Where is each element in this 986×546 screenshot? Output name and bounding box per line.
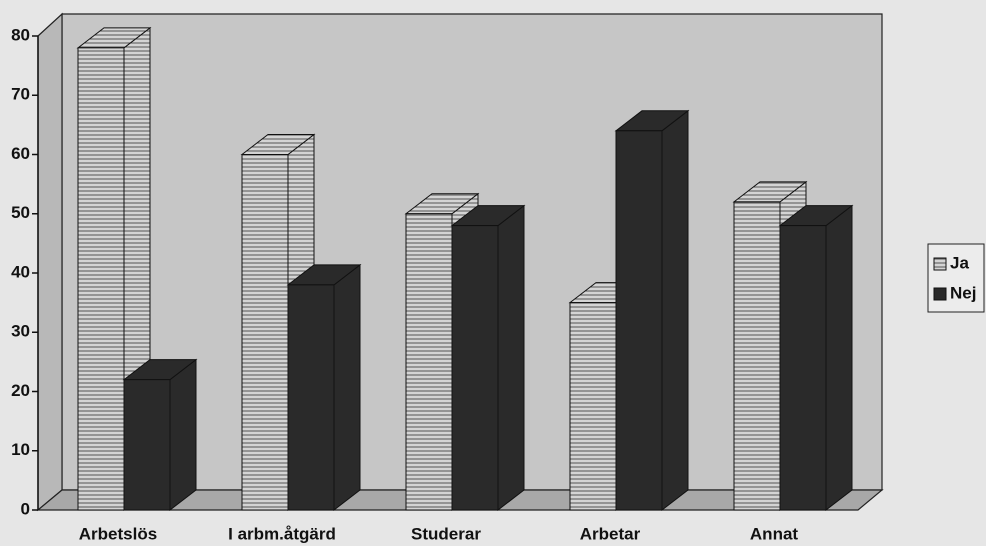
bar <box>286 263 362 512</box>
bar-front <box>451 225 499 511</box>
x-tick-label: Annat <box>750 524 799 543</box>
bar-side <box>497 204 525 512</box>
bar <box>614 109 690 512</box>
bar-front <box>287 284 335 511</box>
bar <box>450 204 526 512</box>
y-tick-label: 40 <box>11 262 30 281</box>
legend-box <box>927 243 985 313</box>
x-tick-label: Arbetar <box>580 524 641 543</box>
y-tick-label: 10 <box>11 440 30 459</box>
x-tick-label: I arbm.åtgärd <box>228 524 336 543</box>
bar-front <box>123 379 171 511</box>
x-tick-label: Studerar <box>411 524 481 543</box>
y-tick-label: 60 <box>11 144 30 163</box>
bar-front <box>77 47 125 511</box>
y-tick-label: 80 <box>11 25 30 44</box>
x-tick-label: Arbetslös <box>79 524 157 543</box>
y-tick-label: 50 <box>11 203 30 222</box>
bar-side <box>825 204 853 512</box>
side-wall <box>37 12 63 512</box>
bar-side <box>169 358 197 512</box>
legend-swatch <box>933 287 947 301</box>
y-tick-label: 70 <box>11 85 30 104</box>
y-tick-label: 0 <box>21 499 30 518</box>
bar-side <box>333 263 361 512</box>
bar <box>122 358 198 512</box>
y-tick-label: 30 <box>11 322 30 341</box>
bar-front <box>779 225 827 511</box>
bar-front <box>569 302 617 511</box>
y-tick-label: 20 <box>11 381 30 400</box>
bar-front <box>241 154 289 511</box>
bar-front <box>733 201 781 511</box>
legend: Ja Nej <box>927 243 985 313</box>
legend-label: Ja <box>950 253 969 272</box>
legend-label: Nej <box>950 283 976 302</box>
legend-swatch <box>933 257 947 271</box>
bar-side <box>661 109 689 512</box>
bar-front <box>405 213 453 511</box>
bar <box>778 204 854 512</box>
bar-front <box>615 130 663 511</box>
